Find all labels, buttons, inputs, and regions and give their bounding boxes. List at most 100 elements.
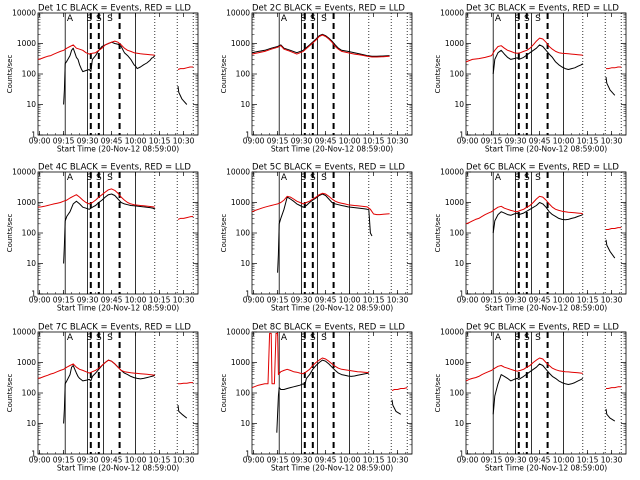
- x-tick-label: 10:30: [387, 296, 409, 305]
- x-tick-label: 09:00: [29, 137, 51, 146]
- x-axis-label: Start Time (20-Nov-12 08:59:00): [271, 464, 393, 473]
- events-series-line: [605, 408, 616, 422]
- y-axis-label: Counts/sec: [434, 374, 442, 413]
- y-axis-label: Counts/sec: [220, 55, 228, 94]
- x-tick-label: 09:45: [101, 456, 123, 465]
- events-series-line: [605, 76, 616, 96]
- y-tick-label: 100: [450, 389, 465, 398]
- y-tick-label: 10000: [226, 168, 250, 177]
- events-series-line: [63, 41, 156, 105]
- y-axis-label: Counts/sec: [220, 374, 228, 413]
- y-tick-label: 1000: [445, 39, 464, 48]
- y-tick-label: 1: [31, 450, 36, 459]
- y-tick-label: 10000: [12, 168, 36, 177]
- x-axis-label: Start Time (20-Nov-12 08:59:00): [57, 304, 179, 313]
- attenuator-marker: S: [96, 333, 102, 343]
- x-tick-label: 09:00: [457, 456, 479, 465]
- plot-frame: [251, 331, 413, 455]
- y-tick-label: 10: [26, 419, 36, 428]
- x-tick-label: 09:30: [77, 137, 99, 146]
- attenuator-marker: S: [321, 173, 327, 183]
- y-tick-label: 10: [454, 100, 464, 109]
- x-tick-label: 09:15: [53, 296, 75, 305]
- x-tick-label: 09:15: [53, 137, 75, 146]
- x-tick-label: 09:45: [101, 137, 123, 146]
- attenuator-marker: S: [310, 333, 316, 343]
- plot-frame: [465, 12, 627, 136]
- x-axis-label: Start Time (20-Nov-12 08:59:00): [485, 145, 607, 154]
- attenuator-marker: S: [535, 14, 541, 24]
- attenuator-marker: S: [300, 333, 306, 343]
- lld-series-line: [177, 215, 194, 220]
- x-tick-label: 09:45: [315, 137, 337, 146]
- x-tick-label: 09:30: [505, 296, 527, 305]
- y-tick-label: 100: [450, 229, 465, 238]
- plot-frame: [251, 12, 413, 136]
- chart-panel-7: Det 7C BLACK = Events, RED = LLD 1 10 100 10…: [6, 323, 199, 473]
- y-tick-label: 10: [240, 419, 250, 428]
- attenuator-marker: S: [310, 173, 316, 183]
- y-tick-label: 10000: [440, 168, 464, 177]
- events-series-line: [276, 359, 369, 433]
- x-axis-label: Start Time (20-Nov-12 08:59:00): [57, 464, 179, 473]
- chart-panel-9: Det 9C BLACK = Events, RED = LLD 1 10 100 10…: [434, 323, 627, 473]
- lld-series-line: [465, 357, 583, 382]
- x-axis-label: Start Time (20-Nov-12 08:59:00): [485, 464, 607, 473]
- y-tick-label: 10000: [226, 328, 250, 337]
- x-tick-label: 09:00: [243, 296, 265, 305]
- y-tick-label: 1000: [17, 358, 36, 367]
- x-tick-label: 09:30: [77, 456, 99, 465]
- plot-frame: [37, 171, 199, 295]
- x-tick-label: 10:00: [125, 137, 147, 146]
- y-axis-label: Counts/sec: [434, 55, 442, 94]
- lld-series-line: [37, 359, 155, 379]
- attenuator-marker: S: [321, 333, 327, 343]
- chart-title: Det 7C BLACK = Events, RED = LLD: [38, 323, 191, 333]
- attenuator-marker: A: [67, 173, 74, 183]
- x-tick-label: 09:45: [101, 296, 123, 305]
- attenuator-marker: S: [86, 173, 92, 183]
- lld-series-line: [606, 66, 622, 70]
- y-tick-label: 10000: [440, 328, 464, 337]
- events-series-line: [492, 44, 584, 75]
- attenuator-marker: S: [86, 14, 92, 24]
- x-tick-label: 09:15: [267, 296, 289, 305]
- y-tick-label: 10: [26, 259, 36, 268]
- y-tick-label: 10: [240, 100, 250, 109]
- plot-frame: [251, 171, 413, 295]
- x-tick-label: 09:15: [481, 137, 503, 146]
- x-axis-label: Start Time (20-Nov-12 08:59:00): [271, 145, 393, 154]
- attenuator-marker: A: [281, 14, 288, 24]
- y-tick-label: 10: [26, 100, 36, 109]
- y-tick-label: 1000: [17, 198, 36, 207]
- events-series-line: [605, 239, 616, 259]
- y-axis-label: Counts/sec: [434, 214, 442, 253]
- attenuator-marker: S: [310, 14, 316, 24]
- x-tick-label: 10:30: [173, 137, 195, 146]
- chart-panel-3: Det 3C BLACK = Events, RED = LLD 1 10 100 10…: [434, 4, 627, 154]
- x-tick-label: 09:30: [291, 137, 313, 146]
- lld-series-line: [606, 227, 622, 230]
- x-tick-label: 09:15: [267, 137, 289, 146]
- events-series-line: [391, 399, 402, 415]
- y-tick-label: 1: [245, 450, 250, 459]
- y-tick-label: 1: [459, 450, 464, 459]
- x-tick-label: 10:30: [387, 456, 409, 465]
- y-tick-label: 1000: [445, 358, 464, 367]
- chart-title: Det 6C BLACK = Events, RED = LLD: [466, 163, 619, 173]
- events-series-line: [63, 193, 156, 264]
- x-tick-label: 10:15: [577, 456, 599, 465]
- x-tick-label: 10:30: [601, 456, 623, 465]
- y-tick-label: 1000: [17, 39, 36, 48]
- x-tick-label: 09:45: [315, 296, 337, 305]
- attenuator-marker: A: [495, 333, 502, 343]
- lld-series-line: [465, 37, 583, 63]
- x-tick-label: 09:00: [457, 137, 479, 146]
- y-tick-label: 1: [459, 290, 464, 299]
- attenuator-marker: A: [281, 173, 288, 183]
- y-tick-label: 100: [236, 70, 251, 79]
- x-tick-label: 10:15: [363, 456, 385, 465]
- lld-series-line: [606, 386, 622, 389]
- attenuator-marker: S: [300, 14, 306, 24]
